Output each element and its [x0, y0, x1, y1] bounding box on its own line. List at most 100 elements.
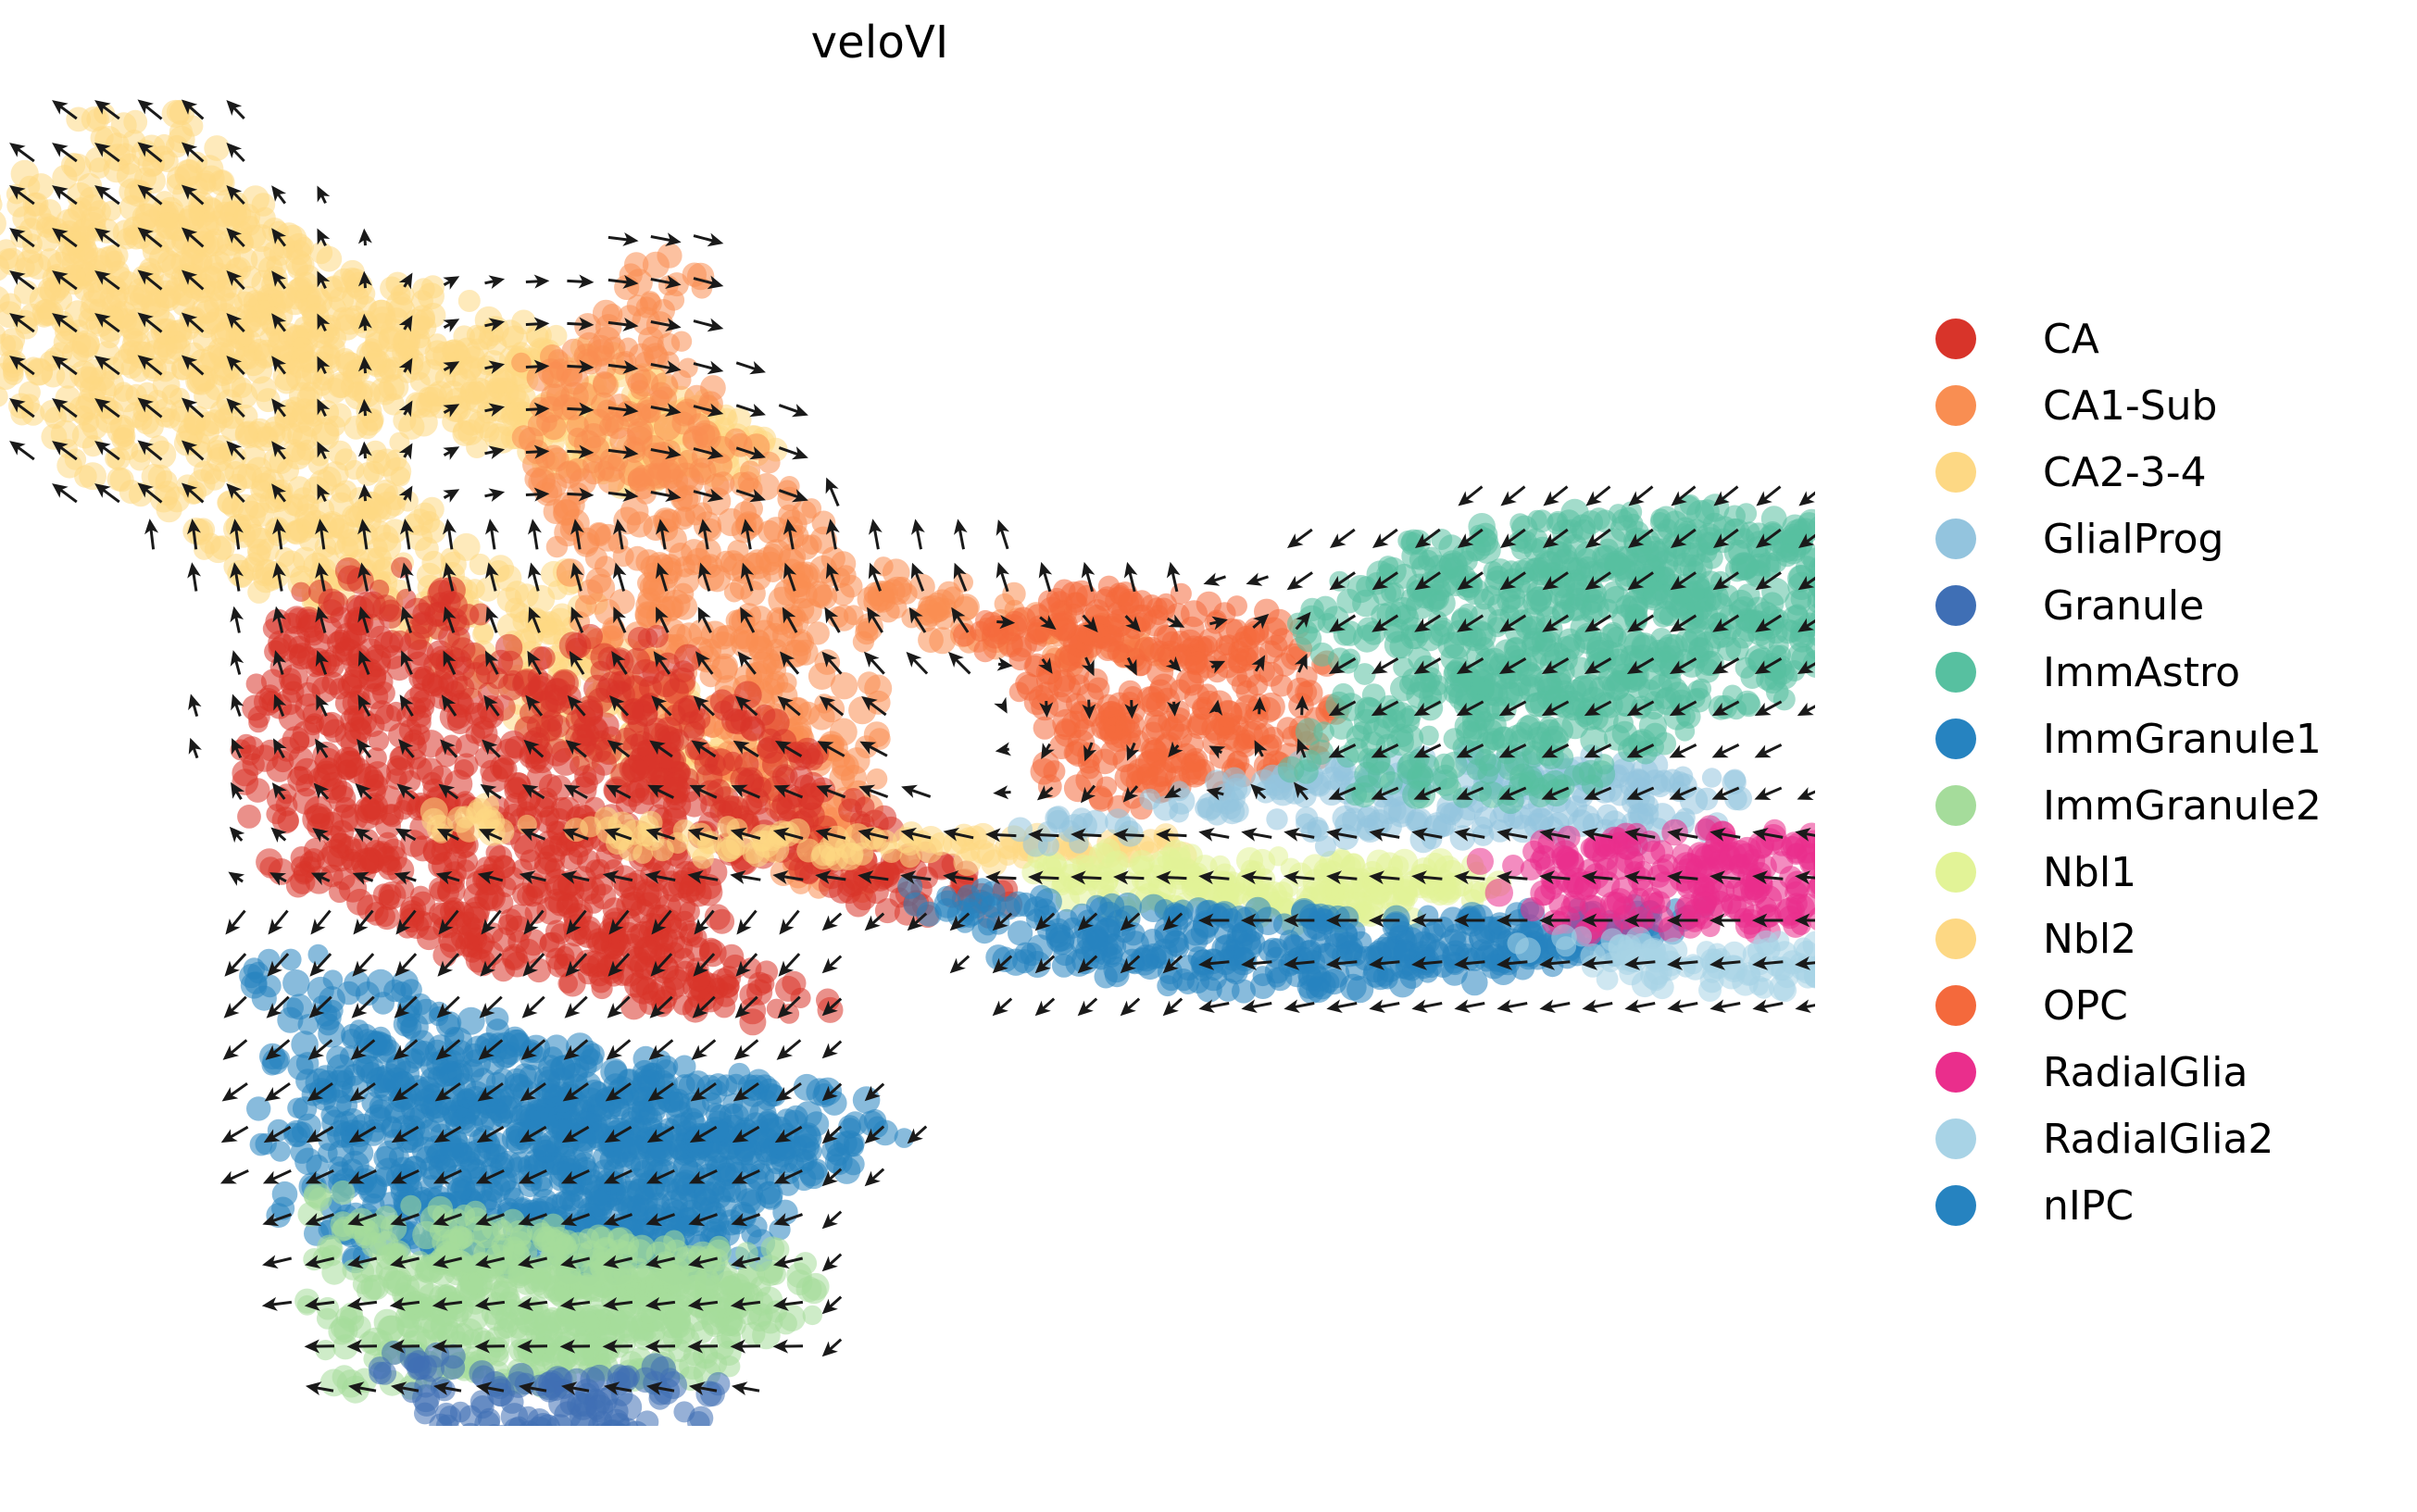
velocity-arrow-shaft [229, 1081, 248, 1097]
velocity-arrow-shaft [1634, 786, 1655, 797]
velocity-arrow-head [772, 1296, 789, 1311]
velocity-arrow-shaft [361, 658, 370, 675]
velocity-arrow-shaft [529, 788, 545, 800]
velocity-arrow-head [226, 440, 243, 456]
velocity-arrow-shaft [187, 232, 205, 248]
velocity-arrow-head [665, 403, 682, 418]
velocity-arrow-shaft [1719, 831, 1741, 839]
velocity-arrow-head [357, 562, 371, 579]
velocity-arrow-shaft [403, 875, 417, 882]
velocity-arrow-head [1499, 533, 1517, 548]
velocity-arrow-shaft [485, 953, 503, 971]
velocity-arrow-shaft [783, 701, 801, 717]
velocity-arrow-shaft [276, 234, 286, 247]
velocity-arrow-head [693, 695, 709, 712]
velocity-arrow-head [816, 784, 833, 798]
velocity-arrow-head [1454, 827, 1471, 842]
velocity-arrow-shaft [574, 571, 582, 592]
velocity-arrow-head [357, 650, 371, 668]
velocity-arrow-shaft [607, 491, 630, 497]
velocity-arrow-head [518, 1381, 535, 1396]
velocity-arrow-head [357, 519, 371, 535]
velocity-arrow-shaft [276, 319, 286, 332]
velocity-arrow-shaft [700, 657, 714, 675]
velocity-arrow-shaft [611, 1300, 633, 1306]
velocity-arrow-head [1081, 561, 1096, 579]
velocity-arrow-head [304, 1339, 320, 1354]
legend-item-radialglia2[interactable]: RadialGlia2 [1935, 1106, 2398, 1172]
velocity-arrow-head [995, 742, 1012, 756]
velocity-arrow-shaft [1085, 784, 1096, 797]
velocity-arrow-shaft [1379, 528, 1398, 544]
legend-item-nbl1[interactable]: Nbl1 [1935, 839, 2398, 906]
legend-color-swatch [1935, 385, 1976, 426]
velocity-arrow-head [1539, 870, 1556, 885]
velocity-arrow-head [271, 185, 287, 202]
velocity-arrow-head [271, 356, 287, 372]
velocity-arrow-shaft [1549, 571, 1569, 586]
velocity-arrow-shaft [1463, 831, 1485, 839]
velocity-arrow-head [645, 1381, 663, 1396]
velocity-arrow-shaft [700, 614, 712, 633]
velocity-arrow-head [560, 1170, 578, 1184]
velocity-arrow-shaft [192, 702, 199, 718]
velocity-arrow-head [1669, 787, 1686, 800]
legend-item-glialprog[interactable]: GlialProg [1935, 506, 2398, 572]
velocity-arrow-shaft [567, 364, 585, 369]
legend-item-ca1-sub[interactable]: CA1-Sub [1935, 372, 2398, 439]
legend-item-opc[interactable]: OPC [1935, 972, 2398, 1039]
velocity-arrow-head [560, 1255, 577, 1269]
velocity-arrow-shaft [101, 147, 120, 163]
velocity-arrow-head [357, 398, 372, 415]
velocity-arrow-head [1198, 870, 1215, 885]
velocity-arrow-shaft [869, 657, 885, 675]
velocity-arrow-shaft [398, 1256, 420, 1265]
velocity-arrow-head [226, 482, 243, 499]
velocity-arrow-shaft [1805, 705, 1815, 713]
legend-item-radialglia[interactable]: RadialGlia [1935, 1039, 2398, 1106]
legend-item-ca[interactable]: CA [1935, 306, 2398, 372]
velocity-arrow-head [1162, 915, 1179, 931]
velocity-arrow-head [395, 918, 411, 935]
velocity-arrow-shaft [270, 1168, 292, 1181]
velocity-arrow-head [224, 960, 241, 977]
velocity-arrow-head [1458, 491, 1474, 506]
velocity-arrow-head [443, 361, 460, 375]
legend-item-label: ImmAstro [2043, 648, 2241, 696]
velocity-arrow-head [219, 1170, 237, 1184]
legend-item-nipc[interactable]: nIPC [1935, 1172, 2398, 1239]
velocity-arrow-head [1541, 660, 1559, 675]
velocity-arrow-shaft [1549, 700, 1570, 713]
velocity-arrow-shaft [739, 874, 761, 881]
legend-item-immgranule1[interactable]: ImmGranule1 [1935, 706, 2398, 772]
velocity-arrow-head [603, 1381, 620, 1396]
velocity-arrow-head [864, 915, 881, 931]
velocity-arrow-shaft [612, 831, 632, 841]
velocity-arrow-head [475, 1255, 492, 1269]
velocity-arrow-head [1756, 491, 1772, 506]
velocity-arrow-head [578, 359, 595, 374]
legend-item-ca2-3-4[interactable]: CA2-3-4 [1935, 439, 2398, 506]
velocity-arrow-head [443, 562, 457, 580]
velocity-arrow-shaft [613, 909, 630, 929]
legend-color-swatch [1935, 852, 1976, 893]
velocity-arrow-head [691, 1044, 708, 1060]
velocity-arrow-head [1667, 956, 1684, 970]
legend-item-immgranule2[interactable]: ImmGranule2 [1935, 772, 2398, 839]
velocity-arrow-shaft [276, 702, 285, 717]
velocity-arrow-shaft [655, 788, 674, 799]
velocity-arrow-shaft [532, 528, 539, 550]
velocity-arrow-head [398, 400, 413, 418]
velocity-arrow-shaft [1634, 1002, 1656, 1009]
velocity-arrow-head [357, 738, 371, 756]
velocity-arrow-head [94, 143, 111, 157]
velocity-arrow-head [1120, 957, 1136, 974]
velocity-arrow-head [1499, 618, 1517, 632]
velocity-arrow-head [271, 398, 287, 415]
velocity-arrow-head [1754, 702, 1772, 717]
legend-item-immastro[interactable]: ImmAstro [1935, 639, 2398, 706]
legend-item-nbl2[interactable]: Nbl2 [1935, 906, 2398, 972]
velocity-arrow-head [783, 562, 797, 580]
legend-item-granule[interactable]: Granule [1935, 572, 2398, 639]
velocity-arrow-shaft [1591, 1002, 1613, 1009]
